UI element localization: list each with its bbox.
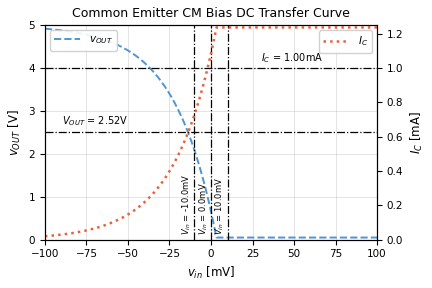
$v_{OUT}$ — [200, 176, 205, 180]
$I_C$ — [348, 26, 353, 29]
$v_{OUT}$ — [284, 236, 289, 239]
Title: Common Emitter CM Bias DC Transfer Curve: Common Emitter CM Bias DC Transfer Curve — [72, 7, 350, 20]
Text: $V_{in}$ = -10.0mV: $V_{in}$ = -10.0mV — [181, 173, 193, 234]
Y-axis label: $I_C$ [mA]: $I_C$ [mA] — [409, 111, 425, 154]
$v_{OUT}$ — [375, 236, 380, 239]
Line: $I_C$: $I_C$ — [45, 27, 377, 236]
Text: $I_C$ = 1.00mA: $I_C$ = 1.00mA — [261, 51, 323, 65]
Y-axis label: $v_{OUT}$ [V]: $v_{OUT}$ [V] — [7, 109, 23, 156]
X-axis label: $v_{in}$ [mV]: $v_{in}$ [mV] — [187, 265, 235, 281]
$I_C$ — [42, 234, 48, 238]
Legend: $I_C$: $I_C$ — [319, 31, 372, 53]
$v_{OUT}$ — [348, 236, 353, 239]
$v_{OUT}$ — [364, 236, 369, 239]
$I_C$ — [284, 26, 289, 29]
Text: $V_{in}$ = 0.0mV: $V_{in}$ = 0.0mV — [197, 182, 210, 234]
$I_C$ — [200, 85, 205, 89]
$I_C$ — [182, 140, 187, 143]
$v_{OUT}$ — [42, 27, 48, 31]
Legend: $v_{OUT}$: $v_{OUT}$ — [50, 31, 117, 51]
$I_C$ — [184, 133, 190, 137]
$I_C$ — [214, 26, 219, 29]
$v_{OUT}$ — [182, 122, 187, 125]
$v_{OUT}$ — [214, 236, 219, 239]
Line: $v_{OUT}$: $v_{OUT}$ — [45, 29, 377, 238]
$I_C$ — [364, 26, 369, 29]
$I_C$ — [375, 26, 380, 29]
$v_{OUT}$ — [184, 128, 190, 132]
Text: $V_{OUT}$ = 2.52V: $V_{OUT}$ = 2.52V — [61, 114, 128, 128]
Text: $V_{in}$ = 10.0mV: $V_{in}$ = 10.0mV — [214, 177, 226, 234]
